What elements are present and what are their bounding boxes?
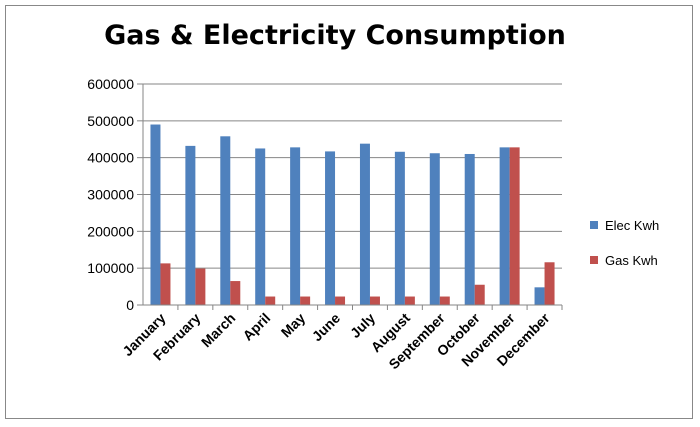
y-tick-label: 400000: [87, 150, 134, 166]
y-tick-label: 300000: [87, 187, 134, 203]
legend-label: Elec Kwh: [605, 218, 659, 233]
bar-gas-kwh-january: [160, 263, 171, 305]
bar-elec-kwh-march: [220, 136, 231, 305]
bar-elec-kwh-november: [499, 147, 510, 305]
legend-swatch: [590, 256, 598, 264]
legend-swatch: [590, 221, 598, 229]
bar-gas-kwh-march: [230, 281, 241, 305]
x-tick-label: June: [309, 310, 344, 345]
y-tick-label: 600000: [87, 76, 134, 92]
bar-gas-kwh-august: [404, 296, 415, 305]
bar-gas-kwh-december: [544, 262, 555, 305]
bar-elec-kwh-january: [150, 124, 161, 306]
legend-label: Gas Kwh: [605, 253, 658, 268]
bar-gas-kwh-october: [474, 284, 485, 305]
chart-frame: [5, 5, 693, 419]
chart-title: Gas & Electricity Consumption: [104, 20, 566, 51]
x-tick-label: March: [198, 310, 238, 350]
bar-gas-kwh-september: [439, 296, 450, 305]
bar-gas-kwh-july: [369, 296, 380, 305]
x-tick-label: April: [239, 310, 273, 344]
bar-elec-kwh-september: [429, 153, 440, 305]
bar-elec-kwh-october: [464, 153, 475, 305]
bar-gas-kwh-april: [265, 296, 276, 305]
x-tick-label: July: [347, 310, 378, 341]
y-tick-label: 100000: [87, 260, 134, 276]
bar-elec-kwh-february: [185, 145, 196, 305]
bar-gas-kwh-may: [300, 296, 311, 305]
x-tick-label: May: [278, 310, 309, 341]
bar-gas-kwh-february: [195, 268, 206, 305]
bar-elec-kwh-december: [534, 287, 545, 305]
bar-elec-kwh-may: [290, 147, 301, 305]
bar-elec-kwh-june: [325, 151, 336, 305]
y-tick-label: 500000: [87, 113, 134, 129]
bar-elec-kwh-april: [255, 148, 266, 305]
bar-gas-kwh-november: [509, 147, 520, 305]
bar-elec-kwh-august: [394, 151, 405, 305]
bar-gas-kwh-june: [335, 296, 346, 305]
y-tick-label: 200000: [87, 223, 134, 239]
y-tick-label: 0: [126, 297, 134, 313]
bar-elec-kwh-july: [359, 143, 370, 305]
